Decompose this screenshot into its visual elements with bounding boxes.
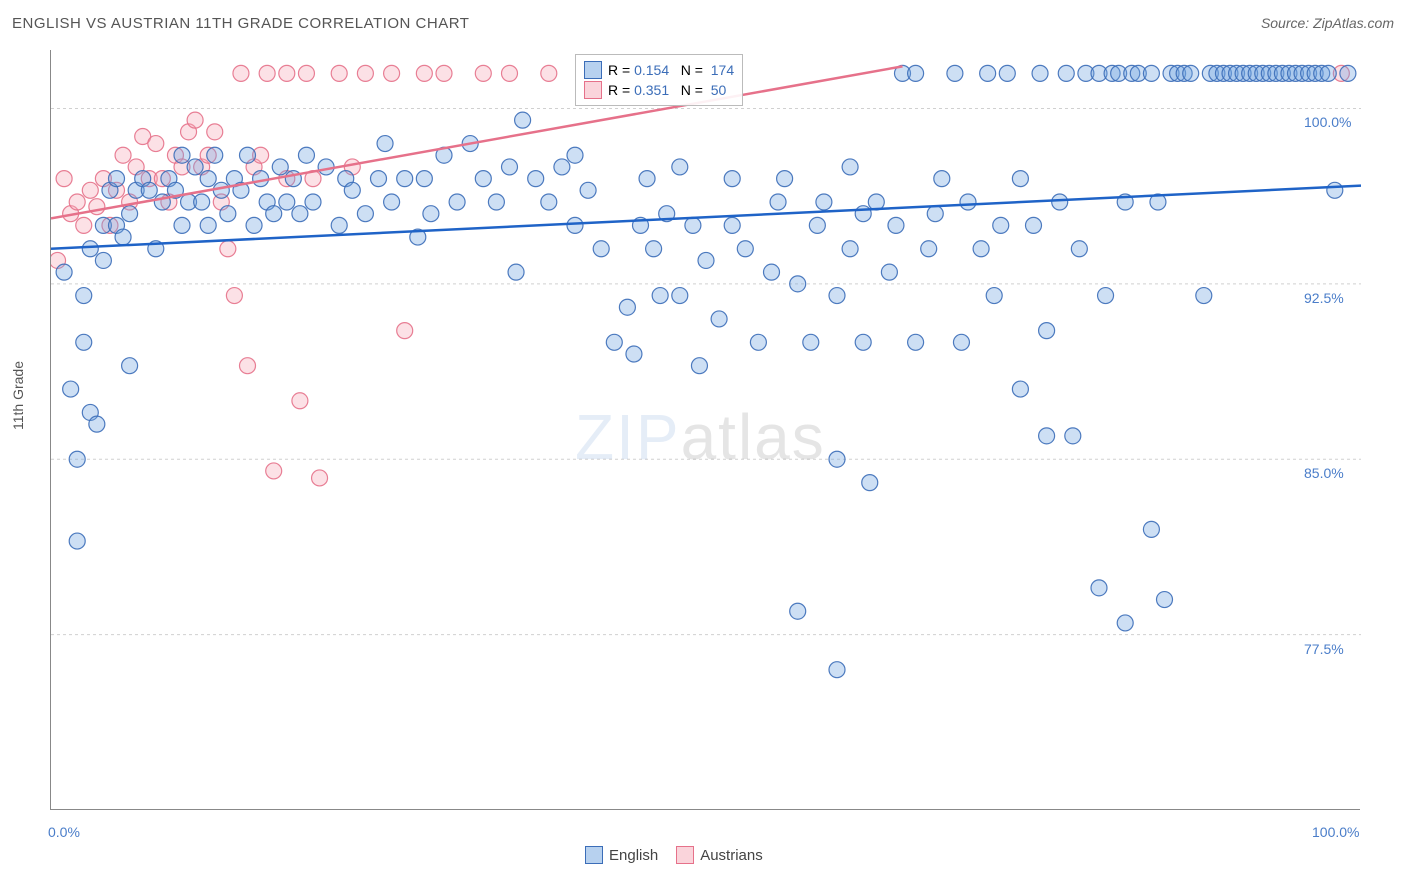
legend-text: R = 0.351 N = 50	[608, 82, 726, 98]
chart-header: ENGLISH VS AUSTRIAN 11TH GRADE CORRELATI…	[12, 8, 1394, 38]
legend-swatch	[584, 81, 602, 99]
correlation-legend: R = 0.154 N = 174 R = 0.351 N = 50	[575, 54, 743, 106]
legend-row: R = 0.351 N = 50	[584, 81, 734, 99]
legend-swatch	[676, 846, 694, 864]
y-tick-label: 92.5%	[1304, 290, 1344, 306]
series-legend-label: English	[609, 847, 658, 864]
x-tick-label-left: 0.0%	[48, 824, 80, 840]
series-legend-item: Austrians	[676, 846, 763, 864]
chart-title: ENGLISH VS AUSTRIAN 11TH GRADE CORRELATI…	[12, 15, 469, 32]
plot-area	[50, 50, 1360, 810]
series-legend: English Austrians	[585, 846, 763, 864]
series-legend-label: Austrians	[700, 847, 763, 864]
y-tick-label: 77.5%	[1304, 641, 1344, 657]
legend-swatch	[584, 61, 602, 79]
series-legend-item: English	[585, 846, 658, 864]
legend-text: R = 0.154 N = 174	[608, 62, 734, 78]
y-axis-label: 11th Grade	[10, 361, 26, 430]
legend-row: R = 0.154 N = 174	[584, 61, 734, 79]
scatter-svg	[51, 50, 1361, 810]
y-tick-label: 100.0%	[1304, 114, 1351, 130]
chart-source: Source: ZipAtlas.com	[1261, 15, 1394, 31]
y-tick-label: 85.0%	[1304, 465, 1344, 481]
x-tick-label-right: 100.0%	[1312, 824, 1359, 840]
legend-swatch	[585, 846, 603, 864]
